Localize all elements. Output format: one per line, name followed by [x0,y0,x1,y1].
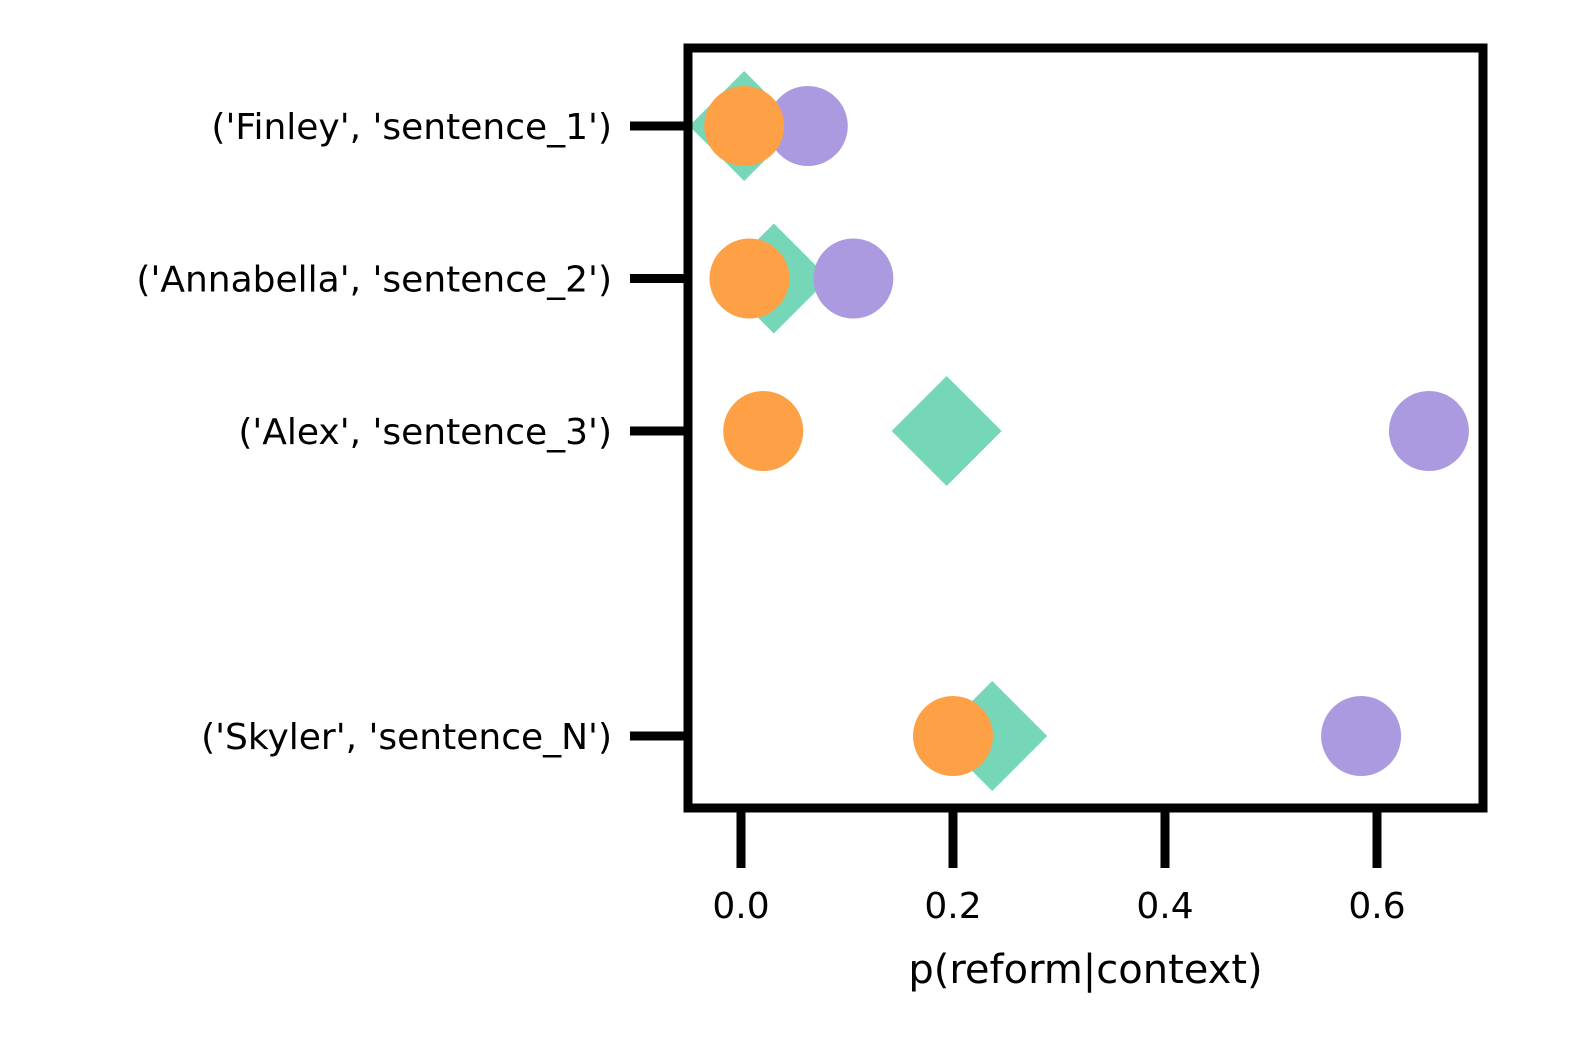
circle-point [813,238,894,319]
x-tick-label: 0.0 [712,886,769,927]
diamond-point [891,376,1002,486]
y-tick-label: ('Alex', 'sentence_3') [238,412,612,453]
circle-point [704,86,785,166]
circle-point [1321,696,1402,776]
plot-frame [683,43,1488,813]
x-tick-label: 0.6 [1348,886,1405,927]
y-tick-labels: ('Finley', 'sentence_1') ('Annabella', 's… [136,107,612,758]
y-tick-marks [630,121,688,741]
y-tick-label: ('Finley', 'sentence_1') [211,107,612,148]
x-tick-label: 0.4 [1136,886,1193,927]
circle-point [767,86,848,166]
x-tick-labels: 0.0 0.2 0.4 0.6 [712,886,1405,927]
x-tick-label: 0.2 [924,886,981,927]
circle-point [1388,391,1469,471]
circle-point [913,696,993,776]
data-points [689,71,1469,791]
circle-point [723,391,804,471]
circle-point [709,238,790,319]
y-tick-label: ('Annabella', 'sentence_2') [136,260,612,301]
x-axis-label: p(reform|context) [908,947,1262,993]
x-tick-marks [736,808,1382,868]
y-tick-label: ('Skyler', 'sentence_N') [201,717,612,758]
